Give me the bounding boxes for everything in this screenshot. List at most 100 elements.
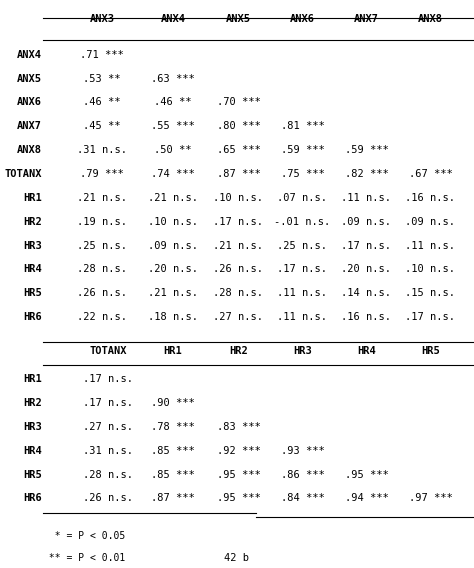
Text: .16 n.s.: .16 n.s.: [405, 193, 456, 203]
Text: .21 n.s.: .21 n.s.: [148, 289, 198, 298]
Text: HR1: HR1: [23, 374, 42, 384]
Text: HR1: HR1: [23, 193, 42, 203]
Text: .95 ***: .95 ***: [217, 494, 260, 503]
Text: .95 ***: .95 ***: [217, 470, 260, 479]
Text: .09 n.s.: .09 n.s.: [405, 217, 456, 227]
Text: HR2: HR2: [229, 345, 248, 356]
Text: .07 n.s.: .07 n.s.: [277, 193, 328, 203]
Text: .21 n.s.: .21 n.s.: [77, 193, 127, 203]
Text: .09 n.s.: .09 n.s.: [148, 241, 198, 250]
Text: ANX6: ANX6: [290, 14, 315, 24]
Text: HR2: HR2: [23, 398, 42, 408]
Text: .10 n.s.: .10 n.s.: [213, 193, 264, 203]
Text: .78 ***: .78 ***: [151, 422, 195, 432]
Text: .45 **: .45 **: [83, 122, 121, 131]
Text: .20 n.s.: .20 n.s.: [148, 265, 198, 274]
Text: .53 **: .53 **: [83, 74, 121, 83]
Text: ANX6: ANX6: [17, 98, 42, 107]
Text: 42 b: 42 b: [225, 553, 249, 563]
Text: ANX7: ANX7: [354, 14, 379, 24]
Text: HR6: HR6: [23, 312, 42, 322]
Text: HR4: HR4: [23, 446, 42, 456]
Text: .22 n.s.: .22 n.s.: [77, 312, 127, 322]
Text: .15 n.s.: .15 n.s.: [405, 289, 456, 298]
Text: ANX4: ANX4: [161, 14, 185, 24]
Text: .11 n.s.: .11 n.s.: [341, 193, 392, 203]
Text: HR4: HR4: [357, 345, 376, 356]
Text: .18 n.s.: .18 n.s.: [148, 312, 198, 322]
Text: .31 n.s.: .31 n.s.: [83, 446, 133, 456]
Text: .25 n.s.: .25 n.s.: [77, 241, 127, 250]
Text: TOTANX: TOTANX: [4, 169, 42, 179]
Text: .26 n.s.: .26 n.s.: [83, 494, 133, 503]
Text: .94 ***: .94 ***: [345, 494, 388, 503]
Text: ANX4: ANX4: [17, 50, 42, 60]
Text: .80 ***: .80 ***: [217, 122, 260, 131]
Text: HR3: HR3: [23, 241, 42, 250]
Text: .59 ***: .59 ***: [281, 145, 324, 155]
Text: .65 ***: .65 ***: [217, 145, 260, 155]
Text: .19 n.s.: .19 n.s.: [77, 217, 127, 227]
Text: ** = P < 0.01: ** = P < 0.01: [43, 553, 125, 563]
Text: .26 n.s.: .26 n.s.: [77, 289, 127, 298]
Text: .83 ***: .83 ***: [217, 422, 260, 432]
Text: .11 n.s.: .11 n.s.: [405, 241, 456, 250]
Text: .63 ***: .63 ***: [151, 74, 195, 83]
Text: .92 ***: .92 ***: [217, 446, 260, 456]
Text: .74 ***: .74 ***: [151, 169, 195, 179]
Text: .85 ***: .85 ***: [151, 446, 195, 456]
Text: .95 ***: .95 ***: [345, 470, 388, 479]
Text: .87 ***: .87 ***: [217, 169, 260, 179]
Text: .79 ***: .79 ***: [80, 169, 124, 179]
Text: ANX7: ANX7: [17, 122, 42, 131]
Text: HR3: HR3: [293, 345, 312, 356]
Text: .17 n.s.: .17 n.s.: [277, 265, 328, 274]
Text: ANX5: ANX5: [17, 74, 42, 83]
Text: .20 n.s.: .20 n.s.: [341, 265, 392, 274]
Text: ANX5: ANX5: [226, 14, 251, 24]
Text: TOTANX: TOTANX: [89, 345, 127, 356]
Text: ANX8: ANX8: [17, 145, 42, 155]
Text: HR6: HR6: [23, 494, 42, 503]
Text: HR3: HR3: [23, 422, 42, 432]
Text: .71 ***: .71 ***: [80, 50, 124, 60]
Text: .14 n.s.: .14 n.s.: [341, 289, 392, 298]
Text: .31 n.s.: .31 n.s.: [77, 145, 127, 155]
Text: .82 ***: .82 ***: [345, 169, 388, 179]
Text: .81 ***: .81 ***: [281, 122, 324, 131]
Text: .50 **: .50 **: [154, 145, 192, 155]
Text: HR5: HR5: [23, 470, 42, 479]
Text: * = P < 0.05: * = P < 0.05: [43, 531, 125, 541]
Text: .86 ***: .86 ***: [281, 470, 324, 479]
Text: .11 n.s.: .11 n.s.: [277, 289, 328, 298]
Text: .28 n.s.: .28 n.s.: [83, 470, 133, 479]
Text: .10 n.s.: .10 n.s.: [405, 265, 456, 274]
Text: HR4: HR4: [23, 265, 42, 274]
Text: .46 **: .46 **: [83, 98, 121, 107]
Text: .46 **: .46 **: [154, 98, 192, 107]
Text: .21 n.s.: .21 n.s.: [213, 241, 264, 250]
Text: .17 n.s.: .17 n.s.: [83, 374, 133, 384]
Text: HR1: HR1: [164, 345, 182, 356]
Text: .21 n.s.: .21 n.s.: [148, 193, 198, 203]
Text: .28 n.s.: .28 n.s.: [77, 265, 127, 274]
Text: .85 ***: .85 ***: [151, 470, 195, 479]
Text: HR5: HR5: [421, 345, 440, 356]
Text: -.01 n.s.: -.01 n.s.: [274, 217, 330, 227]
Text: .75 ***: .75 ***: [281, 169, 324, 179]
Text: .26 n.s.: .26 n.s.: [213, 265, 264, 274]
Text: HR5: HR5: [23, 289, 42, 298]
Text: .27 n.s.: .27 n.s.: [83, 422, 133, 432]
Text: .70 ***: .70 ***: [217, 98, 260, 107]
Text: .25 n.s.: .25 n.s.: [277, 241, 328, 250]
Text: .28 n.s.: .28 n.s.: [213, 289, 264, 298]
Text: ANX3: ANX3: [90, 14, 114, 24]
Text: .55 ***: .55 ***: [151, 122, 195, 131]
Text: .17 n.s.: .17 n.s.: [213, 217, 264, 227]
Text: .90 ***: .90 ***: [151, 398, 195, 408]
Text: .11 n.s.: .11 n.s.: [277, 312, 328, 322]
Text: .17 n.s.: .17 n.s.: [405, 312, 456, 322]
Text: .17 n.s.: .17 n.s.: [341, 241, 392, 250]
Text: .16 n.s.: .16 n.s.: [341, 312, 392, 322]
Text: .67 ***: .67 ***: [409, 169, 452, 179]
